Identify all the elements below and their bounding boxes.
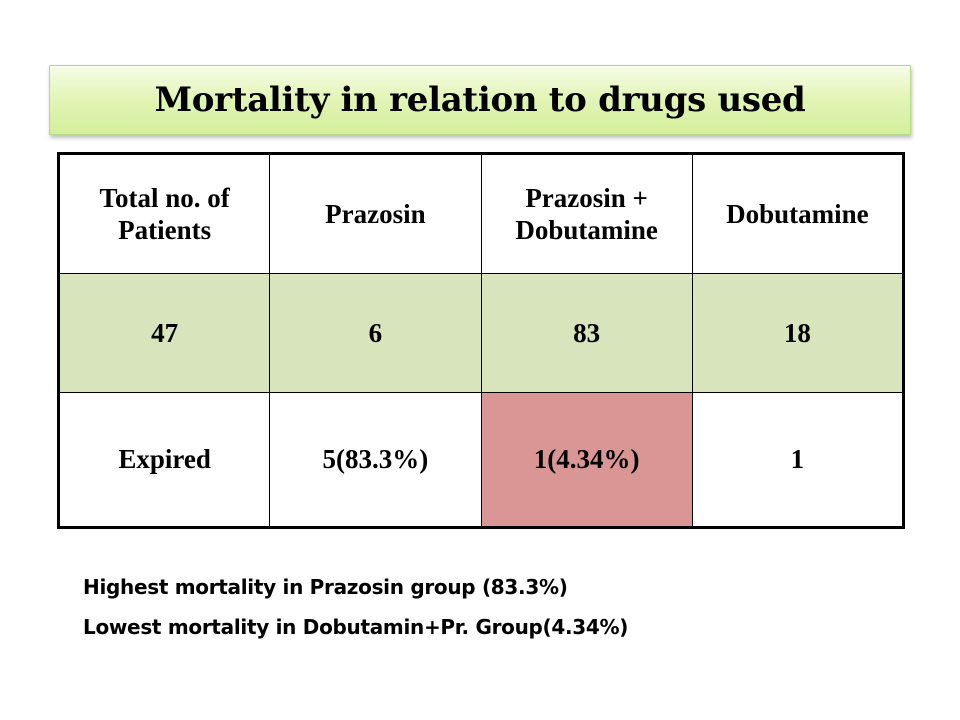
title-banner: Mortality in relation to drugs used bbox=[49, 65, 911, 135]
header-dobutamine: Dobutamine bbox=[691, 153, 905, 274]
count-prazosin: 6 bbox=[269, 273, 482, 393]
slide-title: Mortality in relation to drugs used bbox=[154, 80, 806, 120]
expired-dobutamine: 1 bbox=[691, 392, 905, 528]
header-total-patients: Total no. of Patients bbox=[57, 153, 271, 274]
count-prazosin-dobutamine: 83 bbox=[480, 273, 693, 393]
expired-prazosin: 5(83.3%) bbox=[269, 392, 482, 528]
table-row-counts: 47 6 83 18 bbox=[57, 273, 905, 393]
expired-label: Expired bbox=[57, 392, 271, 528]
note-lowest-mortality: Lowest mortality in Dobutamin+Pr. Group(… bbox=[83, 615, 629, 639]
header-prazosin: Prazosin bbox=[269, 153, 482, 274]
note-highest-mortality: Highest mortality in Prazosin group (83.… bbox=[83, 575, 568, 599]
expired-prazosin-dobutamine: 1(4.34%) bbox=[480, 392, 693, 528]
count-total-patients: 47 bbox=[57, 273, 271, 393]
mortality-table: Total no. of Patients Prazosin Prazosin … bbox=[57, 152, 905, 529]
table-header-row: Total no. of Patients Prazosin Prazosin … bbox=[57, 153, 905, 274]
table-row-expired: Expired 5(83.3%) 1(4.34%) 1 bbox=[57, 392, 905, 528]
count-dobutamine: 18 bbox=[691, 273, 905, 393]
header-prazosin-dobutamine: Prazosin + Dobutamine bbox=[480, 153, 693, 274]
